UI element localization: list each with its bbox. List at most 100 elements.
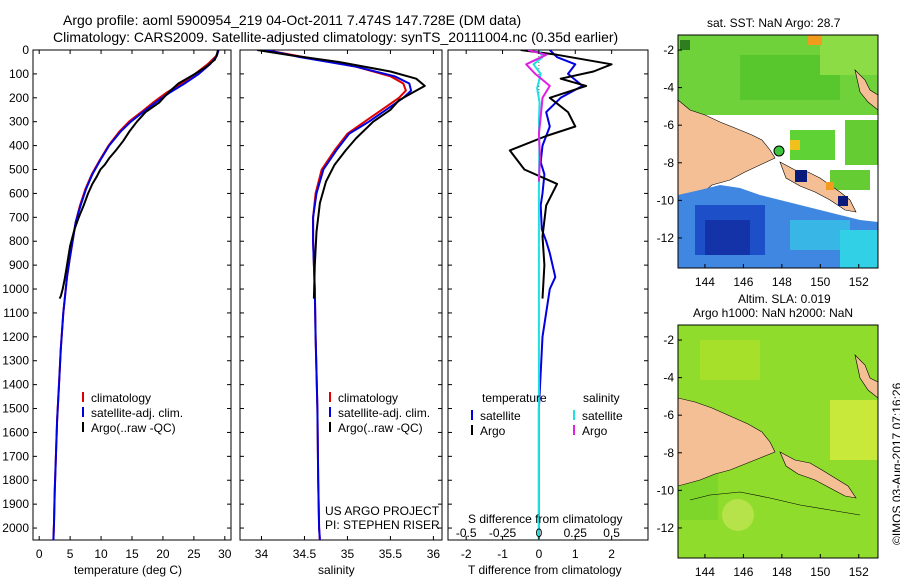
map-x-tick-label: 146 (733, 275, 753, 289)
map-y-tick-label: -4 (663, 81, 674, 95)
y-tick-label: 500 (9, 163, 29, 177)
x-tick-label: 34.5 (293, 547, 317, 561)
difference-xlabel-top: S difference from climatology (468, 512, 623, 526)
legend-label: Argo (582, 424, 608, 438)
y-tick-label: 2000 (2, 521, 29, 535)
sla-map-title-line2: Argo h1000: NaN h2000: NaN (693, 306, 854, 320)
map-x-tick-label: 150 (810, 275, 830, 289)
map-y-tick-label: -2 (663, 333, 674, 347)
map-y-tick-label: -12 (657, 521, 675, 535)
x-tick-label: -2 (461, 547, 472, 561)
y-tick-label: 1600 (2, 425, 29, 439)
x-tick-label: 2 (608, 547, 615, 561)
x-tick-label: 35 (341, 547, 355, 561)
map-x-tick-label: 148 (772, 275, 792, 289)
legend-label: satellite-adj. clim. (338, 406, 430, 420)
temperature-line-argo (58, 50, 219, 300)
sst-map (678, 35, 878, 268)
differences-line-sat_salinity (532, 50, 544, 540)
salinity-line-satellite (265, 50, 413, 540)
x-tick-label: 30 (218, 547, 232, 561)
y-tick-label: 1400 (2, 378, 29, 392)
y-tick-label: 200 (9, 91, 29, 105)
x-tick-label: 34 (255, 547, 269, 561)
project-annotation-line1: US ARGO PROJECT (325, 504, 440, 518)
map-y-tick-label: -4 (663, 371, 674, 385)
legend-label: Argo (480, 424, 506, 438)
map-y-tick-label: -10 (657, 483, 675, 497)
map-y-tick-label: -6 (663, 408, 674, 422)
y-tick-label: 800 (9, 234, 29, 248)
x-tick-label: 25 (187, 547, 201, 561)
x-tick-label: 36 (427, 547, 441, 561)
legend-title-salinity: salinity (583, 391, 620, 405)
y-tick-label: 1900 (2, 497, 29, 511)
map-x-tick-label: 144 (695, 565, 715, 579)
difference-xlabel: T difference from climatology (468, 563, 622, 577)
map-y-tick-label: -6 (663, 118, 674, 132)
x-tick-label-salinity: -0.25 (489, 526, 517, 540)
y-tick-label: 1100 (3, 306, 29, 320)
x-tick-label: 20 (156, 547, 170, 561)
y-tick-label: 1500 (2, 402, 29, 416)
legend-label: climatology (91, 391, 151, 405)
x-tick-label: 15 (125, 547, 139, 561)
imos-credit: ©IMOS 03-Aug-2017 07:16:26 (890, 382, 900, 545)
argo-float-marker (773, 145, 785, 157)
x-tick-label: 35.5 (379, 547, 403, 561)
chart-title-line1: Argo profile: aoml 5900954_219 04-Oct-20… (63, 12, 522, 28)
salinity-line-argo (257, 50, 426, 299)
differences-line-argo (508, 50, 613, 299)
map-x-tick-label: 144 (695, 275, 715, 289)
legend-label: satellite-adj. clim. (91, 406, 183, 420)
x-tick-label-salinity: 0 (536, 526, 543, 540)
map-y-tick-label: -2 (663, 43, 674, 57)
salinity-plot-frame (239, 49, 443, 541)
y-tick-label: 300 (9, 115, 29, 129)
legend-label: Argo(..raw -QC) (338, 421, 423, 435)
legend-label: climatology (338, 391, 398, 405)
y-tick-label: 1700 (2, 449, 29, 463)
x-tick-label: 0 (536, 547, 543, 561)
y-tick-label: 1800 (2, 473, 29, 487)
map-y-tick-label: -12 (657, 231, 675, 245)
map-x-tick-label: 150 (810, 565, 830, 579)
legend-title-temperature: temperature (482, 391, 547, 405)
x-tick-label-salinity: 0.5 (603, 526, 620, 540)
temperature-series-group (52, 50, 220, 540)
differences-series-group (508, 50, 613, 540)
differences-line-argo_salinity (525, 50, 551, 182)
y-tick-label: 400 (9, 139, 29, 153)
map-y-tick-label: -8 (663, 446, 674, 460)
sla-map (678, 325, 878, 558)
differences-line-satellite (537, 50, 584, 540)
y-tick-label: 1300 (2, 354, 29, 368)
salinity-xlabel: salinity (318, 563, 355, 577)
map-x-tick-label: 148 (772, 565, 792, 579)
x-tick-label: -1 (497, 547, 508, 561)
x-tick-label-salinity: -0.5 (456, 526, 477, 540)
y-tick-label: 100 (9, 67, 29, 81)
map-y-tick-label: -8 (663, 156, 674, 170)
x-tick-label: 5 (67, 547, 74, 561)
y-tick-label: 0 (22, 43, 29, 57)
new-guinea-land-sla (678, 397, 776, 487)
project-annotation-line2: PI: STEPHEN RISER (325, 518, 440, 532)
y-tick-label: 900 (9, 258, 29, 272)
x-tick-label: 0 (36, 547, 43, 561)
salinity-series-group (257, 50, 426, 540)
map-x-tick-label: 152 (849, 565, 869, 579)
x-tick-label: 1 (572, 547, 579, 561)
map-x-tick-label: 152 (849, 275, 869, 289)
legend-label: satellite (480, 409, 521, 423)
x-tick-label-salinity: 0.25 (564, 526, 588, 540)
y-tick-label: 700 (9, 210, 29, 224)
y-tick-label: 1200 (2, 330, 29, 344)
temperature-xlabel: temperature (deg C) (74, 563, 183, 577)
temperature-line-satellite (52, 50, 220, 540)
map-y-tick-label: -10 (657, 193, 675, 207)
sla-map-title-line1: Altim. SLA: 0.019 (738, 292, 831, 306)
map-x-tick-label: 146 (733, 565, 753, 579)
temperature-plot-frame (32, 49, 232, 541)
